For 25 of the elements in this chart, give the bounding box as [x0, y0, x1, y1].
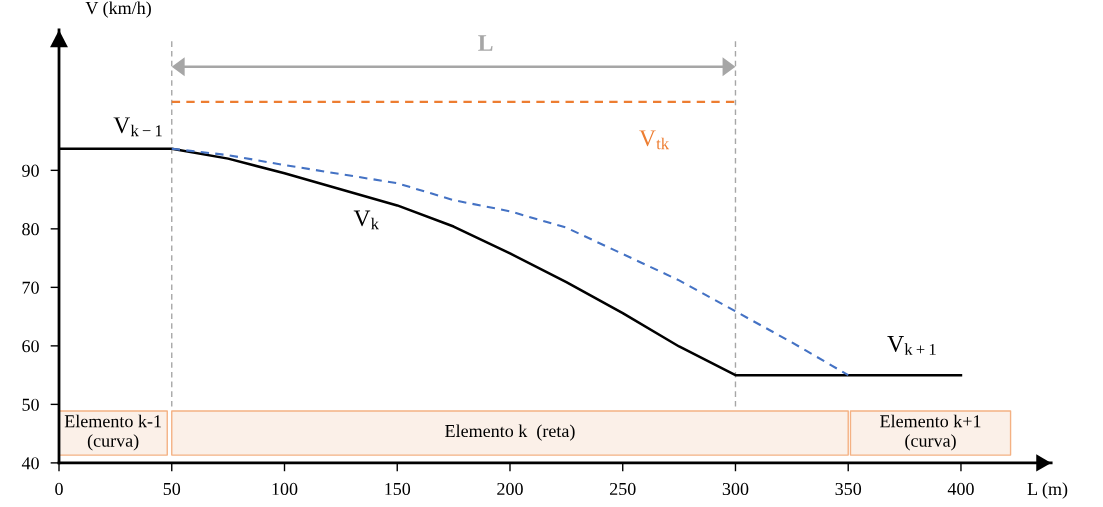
annotation: V$_{k+1}$ — [887, 336, 936, 355]
x-tick-label: 250 — [609, 482, 636, 496]
x-tick-label: 0 — [55, 482, 63, 496]
x-tick-label: 150 — [385, 482, 411, 496]
x-tick-label: 300 — [722, 482, 749, 496]
x-tick-label: 200 — [497, 482, 523, 496]
annotation: V$_{tk}$ — [639, 130, 670, 150]
y-tick-label: 50 — [22, 398, 39, 411]
band-label: Elemento k-1 (curva) — [64, 414, 161, 451]
y-tick-label: 80 — [22, 223, 39, 236]
band-label: Elemento k (reta) — [445, 424, 575, 441]
annotation: V$_{k}$ — [353, 210, 379, 230]
y-tick-label: 40 — [21, 457, 39, 470]
x-tick-label: 400 — [947, 482, 974, 496]
x-tick-label: 100 — [272, 482, 298, 496]
annotation: L — [478, 35, 493, 51]
x-tick-label: 350 — [835, 482, 862, 496]
y-axis-title: V (km/h) — [85, 1, 151, 18]
band-label: Elemento k+1 (curva) — [880, 414, 981, 451]
annotation: V$_{k−1}$ — [113, 117, 162, 137]
y-tick-label: 90 — [22, 164, 39, 177]
y-tick-label: 60 — [22, 340, 39, 353]
x-tick-label: 50 — [163, 482, 181, 496]
x-axis-title: L (m) — [1027, 482, 1068, 499]
y-tick-label: 70 — [22, 281, 39, 294]
